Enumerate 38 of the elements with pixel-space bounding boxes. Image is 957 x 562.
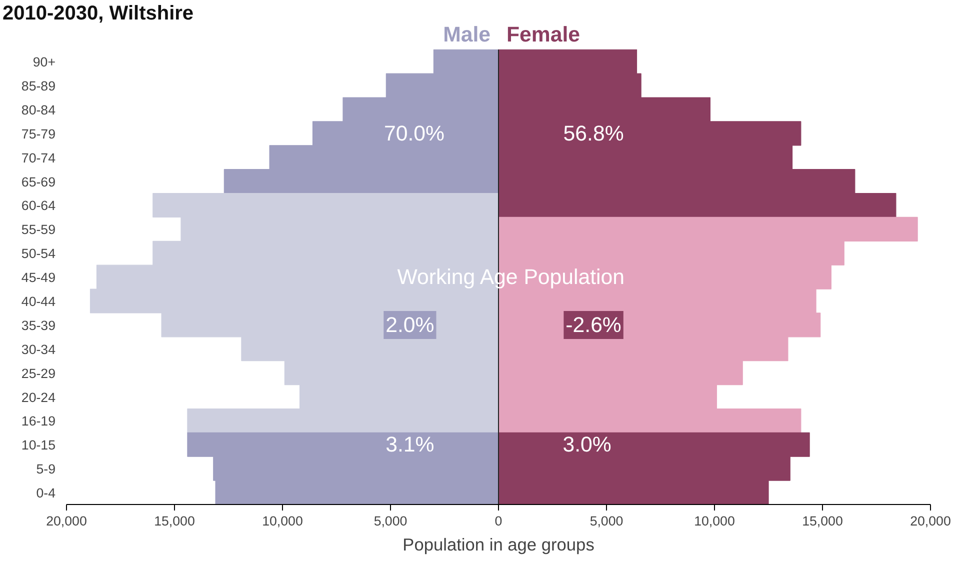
y-tick-label: 45-49: [21, 270, 56, 286]
y-tick-label: 55-59: [21, 222, 56, 238]
x-tick-label: 10,000: [262, 514, 303, 528]
y-tick-label: 20-24: [21, 390, 56, 405]
x-tick-label: 0: [494, 514, 502, 528]
x-tick-label: 15,000: [802, 514, 843, 528]
chart-title: 2010-2030, Wiltshire: [2, 2, 194, 24]
annotation: 3.1%: [386, 432, 434, 457]
y-tick-label: 60-64: [21, 198, 56, 214]
y-tick-label: 70-74: [21, 150, 56, 166]
y-tick-label: 50-54: [21, 246, 56, 262]
y-tick-label: 10-15: [21, 438, 56, 453]
x-tick-label: 5,000: [590, 514, 624, 528]
annotation: 56.8%: [563, 121, 624, 146]
y-tick-label: 90+: [32, 54, 56, 70]
series-label: Male: [443, 22, 491, 47]
y-tick-label: 25-29: [21, 366, 56, 381]
x-axis-title: Population in age groups: [402, 534, 595, 554]
y-tick-label: 40-44: [21, 294, 56, 310]
x-tick-label: 5,000: [374, 514, 408, 528]
series-label: Female: [506, 22, 580, 47]
y-tick-label: 80-84: [21, 102, 56, 118]
x-tick-label: 20,000: [910, 514, 951, 528]
y-tick-label: 0-4: [36, 486, 56, 501]
y-tick-label: 65-69: [21, 174, 56, 190]
y-tick-label: 30-34: [21, 342, 56, 357]
y-tick-label: 35-39: [21, 318, 56, 333]
annotation: 3.0%: [562, 432, 612, 457]
y-tick-label: 75-79: [21, 126, 56, 142]
annotation: 70.0%: [384, 121, 445, 146]
y-tick-label: 16-19: [21, 414, 56, 429]
x-tick-label: 15,000: [154, 514, 195, 528]
x-tick-label: 10,000: [694, 514, 735, 528]
annotation: -2.6%: [566, 312, 622, 337]
x-tick-label: 20,000: [46, 514, 87, 528]
y-tick-label: 5-9: [36, 462, 56, 477]
y-tick-label: 85-89: [21, 78, 56, 94]
annotation: 2.0%: [386, 312, 434, 337]
